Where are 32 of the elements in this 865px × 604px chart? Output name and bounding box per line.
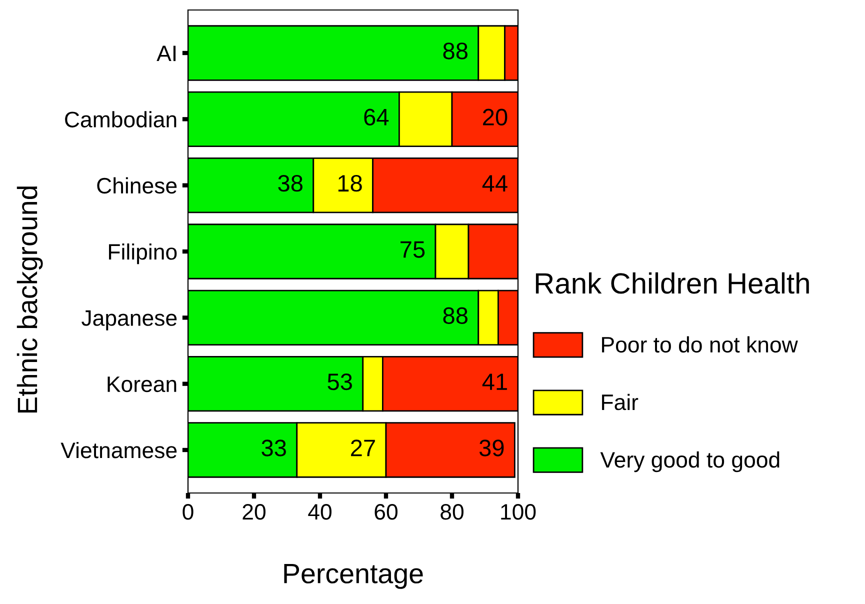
y-tick-label: Chinese xyxy=(97,177,177,194)
x-tick-label: 40 xyxy=(308,504,332,520)
data-label: 75 xyxy=(400,241,425,258)
legend-title: Rank Children Health xyxy=(536,272,809,294)
data-label: 20 xyxy=(483,108,508,126)
legend-label: Very good to good xyxy=(600,451,780,472)
data-label: 41 xyxy=(482,374,507,390)
legend-label: Fair xyxy=(602,394,638,410)
data-label: 88 xyxy=(443,42,468,60)
data-label: 44 xyxy=(482,175,508,192)
y-tick-label: AI xyxy=(156,46,176,62)
data-label: 64 xyxy=(364,108,389,126)
y-tick-label: Filipino xyxy=(109,243,177,264)
x-axis-title: Percentage xyxy=(284,564,423,589)
y-tick-label: Vietnamese xyxy=(60,442,177,458)
x-tick-label: 0 xyxy=(182,504,194,520)
data-label: 38 xyxy=(278,174,302,192)
y-axis-title: Ethnic background xyxy=(16,186,43,413)
y-tick-label: Korean xyxy=(108,376,176,392)
data-label: 18 xyxy=(338,174,362,192)
data-label: 53 xyxy=(328,373,352,390)
data-label: 39 xyxy=(479,440,504,456)
y-tick-label: Japanese xyxy=(82,310,177,330)
x-tick-label: 80 xyxy=(440,504,464,520)
x-tick-label: 20 xyxy=(242,504,266,520)
x-tick-label: 60 xyxy=(374,504,398,520)
x-tick-label: 100 xyxy=(501,504,536,520)
data-label: 33 xyxy=(262,440,286,456)
legend-label: Poor to do not know xyxy=(602,336,798,353)
data-label: 88 xyxy=(443,307,468,324)
data-label: 27 xyxy=(351,440,375,456)
y-tick-label: Cambodian xyxy=(65,111,176,128)
